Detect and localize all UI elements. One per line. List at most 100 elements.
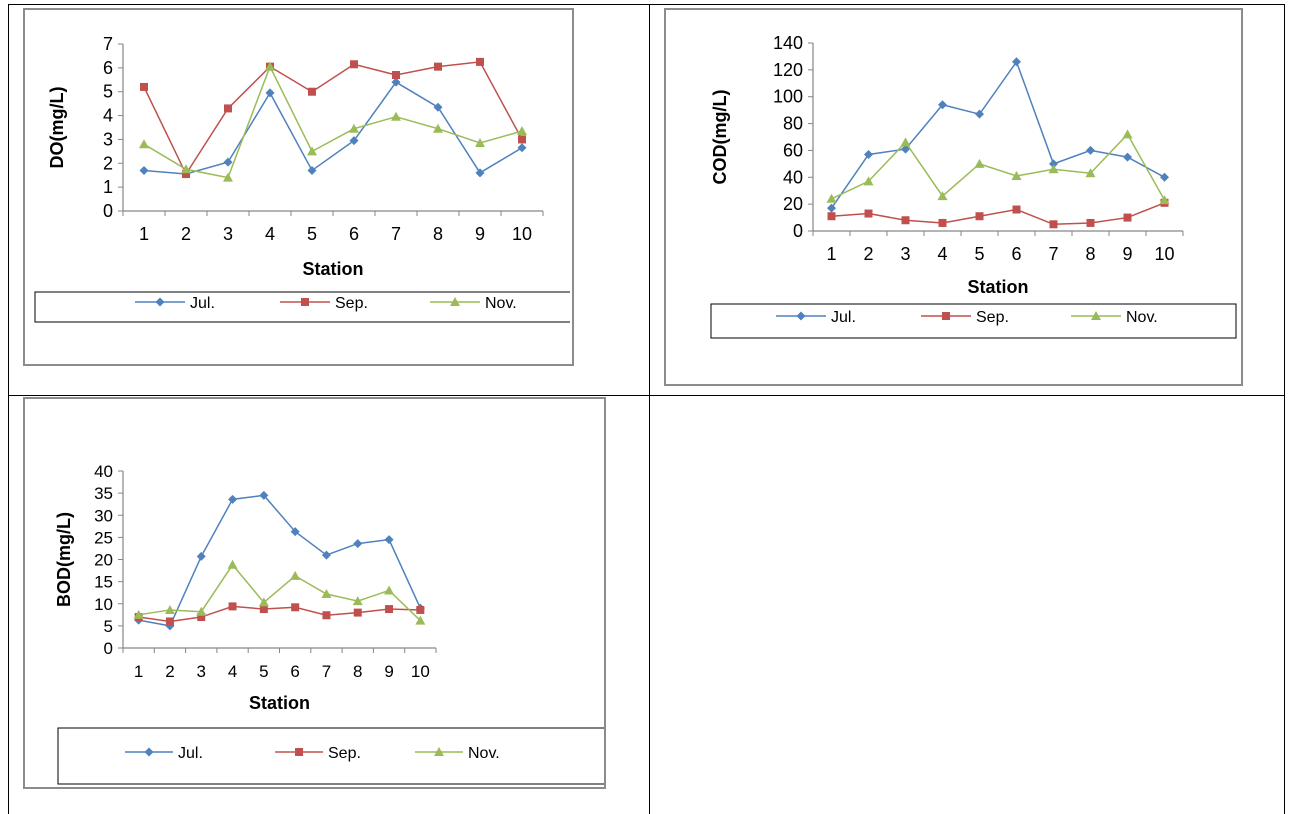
data-point-nov bbox=[826, 193, 837, 203]
x-tick-label: 2 bbox=[165, 662, 174, 681]
x-tick-label: 9 bbox=[475, 224, 485, 244]
legend-border bbox=[57, 727, 604, 785]
data-point-jul bbox=[321, 550, 331, 560]
series-line-sep bbox=[138, 605, 421, 623]
series-jul bbox=[827, 57, 1169, 213]
y-tick-label: 0 bbox=[103, 201, 113, 221]
x-tick-label: 8 bbox=[1085, 244, 1095, 264]
data-point-nov bbox=[164, 604, 175, 614]
x-tick-label: 5 bbox=[974, 244, 984, 264]
data-point-jul bbox=[975, 109, 984, 119]
data-point-sep bbox=[350, 60, 358, 69]
y-tick-label: 20 bbox=[783, 194, 803, 214]
series-line-jul bbox=[830, 60, 1165, 209]
data-point-jul bbox=[1086, 145, 1095, 155]
legend-label-nov: Nov. bbox=[468, 745, 500, 762]
y-tick-label: 25 bbox=[94, 528, 113, 547]
data-point-sep bbox=[975, 212, 984, 221]
x-tick-label: 2 bbox=[863, 244, 873, 264]
data-point-nov bbox=[290, 570, 301, 580]
data-point-jul bbox=[938, 100, 947, 110]
data-point-nov bbox=[1122, 129, 1133, 139]
data-point-nov bbox=[321, 589, 332, 599]
y-tick-label: 30 bbox=[94, 506, 113, 525]
y-tick-label: 60 bbox=[783, 140, 803, 160]
data-point-jul bbox=[196, 551, 206, 561]
legend-marker-sep bbox=[295, 748, 303, 756]
y-tick-label: 40 bbox=[94, 462, 113, 481]
y-tick-label: 6 bbox=[103, 58, 113, 78]
series-line-nov bbox=[143, 64, 523, 179]
y-tick-label: 5 bbox=[104, 617, 113, 636]
series-line-jul bbox=[143, 81, 523, 175]
legend: Jul. Sep. Nov. bbox=[710, 303, 1237, 339]
data-point-jul bbox=[228, 494, 238, 504]
x-tick-label: 5 bbox=[307, 224, 317, 244]
data-point-nov bbox=[517, 126, 527, 136]
data-point-jul bbox=[827, 203, 836, 213]
y-tick-label: 140 bbox=[773, 33, 803, 53]
data-point-nov bbox=[258, 597, 269, 607]
x-tick-label: 10 bbox=[1154, 244, 1174, 264]
x-tick-label: 4 bbox=[228, 662, 237, 681]
y-tick-label: 0 bbox=[793, 221, 803, 241]
x-tick-label: 6 bbox=[290, 662, 299, 681]
legend-label-nov: Nov. bbox=[1126, 309, 1158, 326]
x-tick-label: 1 bbox=[139, 224, 149, 244]
data-point-nov bbox=[384, 585, 395, 595]
table-border-row bbox=[8, 395, 1285, 396]
x-tick-label: 8 bbox=[353, 662, 362, 681]
legend-label-sep: Sep. bbox=[976, 309, 1009, 326]
data-point-nov bbox=[181, 164, 191, 174]
bod-chart-frame: 0 5 10 15 20 25 30 35 40 1 2 3 4 5 6 7 8 9 10 Station BOD(mg… bbox=[23, 397, 606, 789]
data-point-sep bbox=[518, 135, 526, 144]
data-point-sep bbox=[353, 608, 362, 617]
x-tick-label: 3 bbox=[900, 244, 910, 264]
x-tick-label: 6 bbox=[349, 224, 359, 244]
data-point-jul bbox=[864, 149, 873, 159]
legend-label-sep: Sep. bbox=[335, 295, 368, 312]
data-point-sep bbox=[140, 82, 148, 91]
series-nov bbox=[139, 61, 527, 182]
y-tick-label: 2 bbox=[103, 153, 113, 173]
data-point-nov bbox=[265, 61, 275, 71]
data-point-nov bbox=[352, 596, 363, 606]
y-tick-label: 80 bbox=[783, 114, 803, 134]
legend-marker-nov bbox=[1091, 311, 1101, 320]
data-point-nov bbox=[433, 123, 443, 133]
legend-marker-jul bbox=[144, 747, 154, 757]
data-point-jul bbox=[517, 143, 527, 153]
x-tick-label: 2 bbox=[181, 224, 191, 244]
series-sep bbox=[827, 198, 1169, 229]
data-point-nov bbox=[349, 123, 359, 133]
legend-label-jul: Jul. bbox=[831, 309, 856, 326]
cod-chart-frame: 0 20 40 60 80 100 120 140 1 2 3 4 5 6 7 8 9 10 Station COD(… bbox=[664, 8, 1243, 386]
y-axis-title: DO(mg/L) bbox=[47, 87, 67, 169]
data-point-jul bbox=[391, 77, 401, 87]
data-point-nov bbox=[1085, 168, 1096, 178]
legend-label-sep: Sep. bbox=[328, 745, 361, 762]
y-tick-label: 120 bbox=[773, 60, 803, 80]
x-tick-label: 1 bbox=[134, 662, 143, 681]
data-point-jul bbox=[139, 165, 149, 175]
data-point-sep bbox=[1086, 218, 1095, 227]
data-point-nov bbox=[415, 615, 426, 625]
data-point-nov bbox=[937, 191, 948, 201]
data-point-sep bbox=[1012, 205, 1021, 214]
data-point-sep bbox=[938, 218, 947, 227]
table-border-right bbox=[1284, 4, 1285, 814]
cod-chart: 0 20 40 60 80 100 120 140 1 2 3 4 5 6 7 8 9 10 Station COD(… bbox=[710, 33, 1237, 339]
do-chart: 0 1 2 3 4 5 6 7 1 2 3 4 5 6 7 8 9 10 Station DO(mg/L) Jul. Se… bbox=[34, 34, 570, 323]
y-tick-label: 100 bbox=[773, 87, 803, 107]
data-point-nov bbox=[1048, 164, 1059, 174]
x-tick-label: 7 bbox=[1048, 244, 1058, 264]
y-tick-label: 20 bbox=[94, 551, 113, 570]
legend-label-jul: Jul. bbox=[190, 295, 215, 312]
table-border-left bbox=[8, 4, 9, 814]
y-axis-title: BOD(mg/L) bbox=[54, 512, 74, 607]
data-point-nov bbox=[223, 172, 233, 182]
data-point-nov bbox=[1159, 195, 1170, 205]
y-tick-label: 4 bbox=[103, 106, 113, 126]
y-tick-label: 7 bbox=[103, 34, 113, 54]
data-point-nov bbox=[900, 137, 911, 147]
